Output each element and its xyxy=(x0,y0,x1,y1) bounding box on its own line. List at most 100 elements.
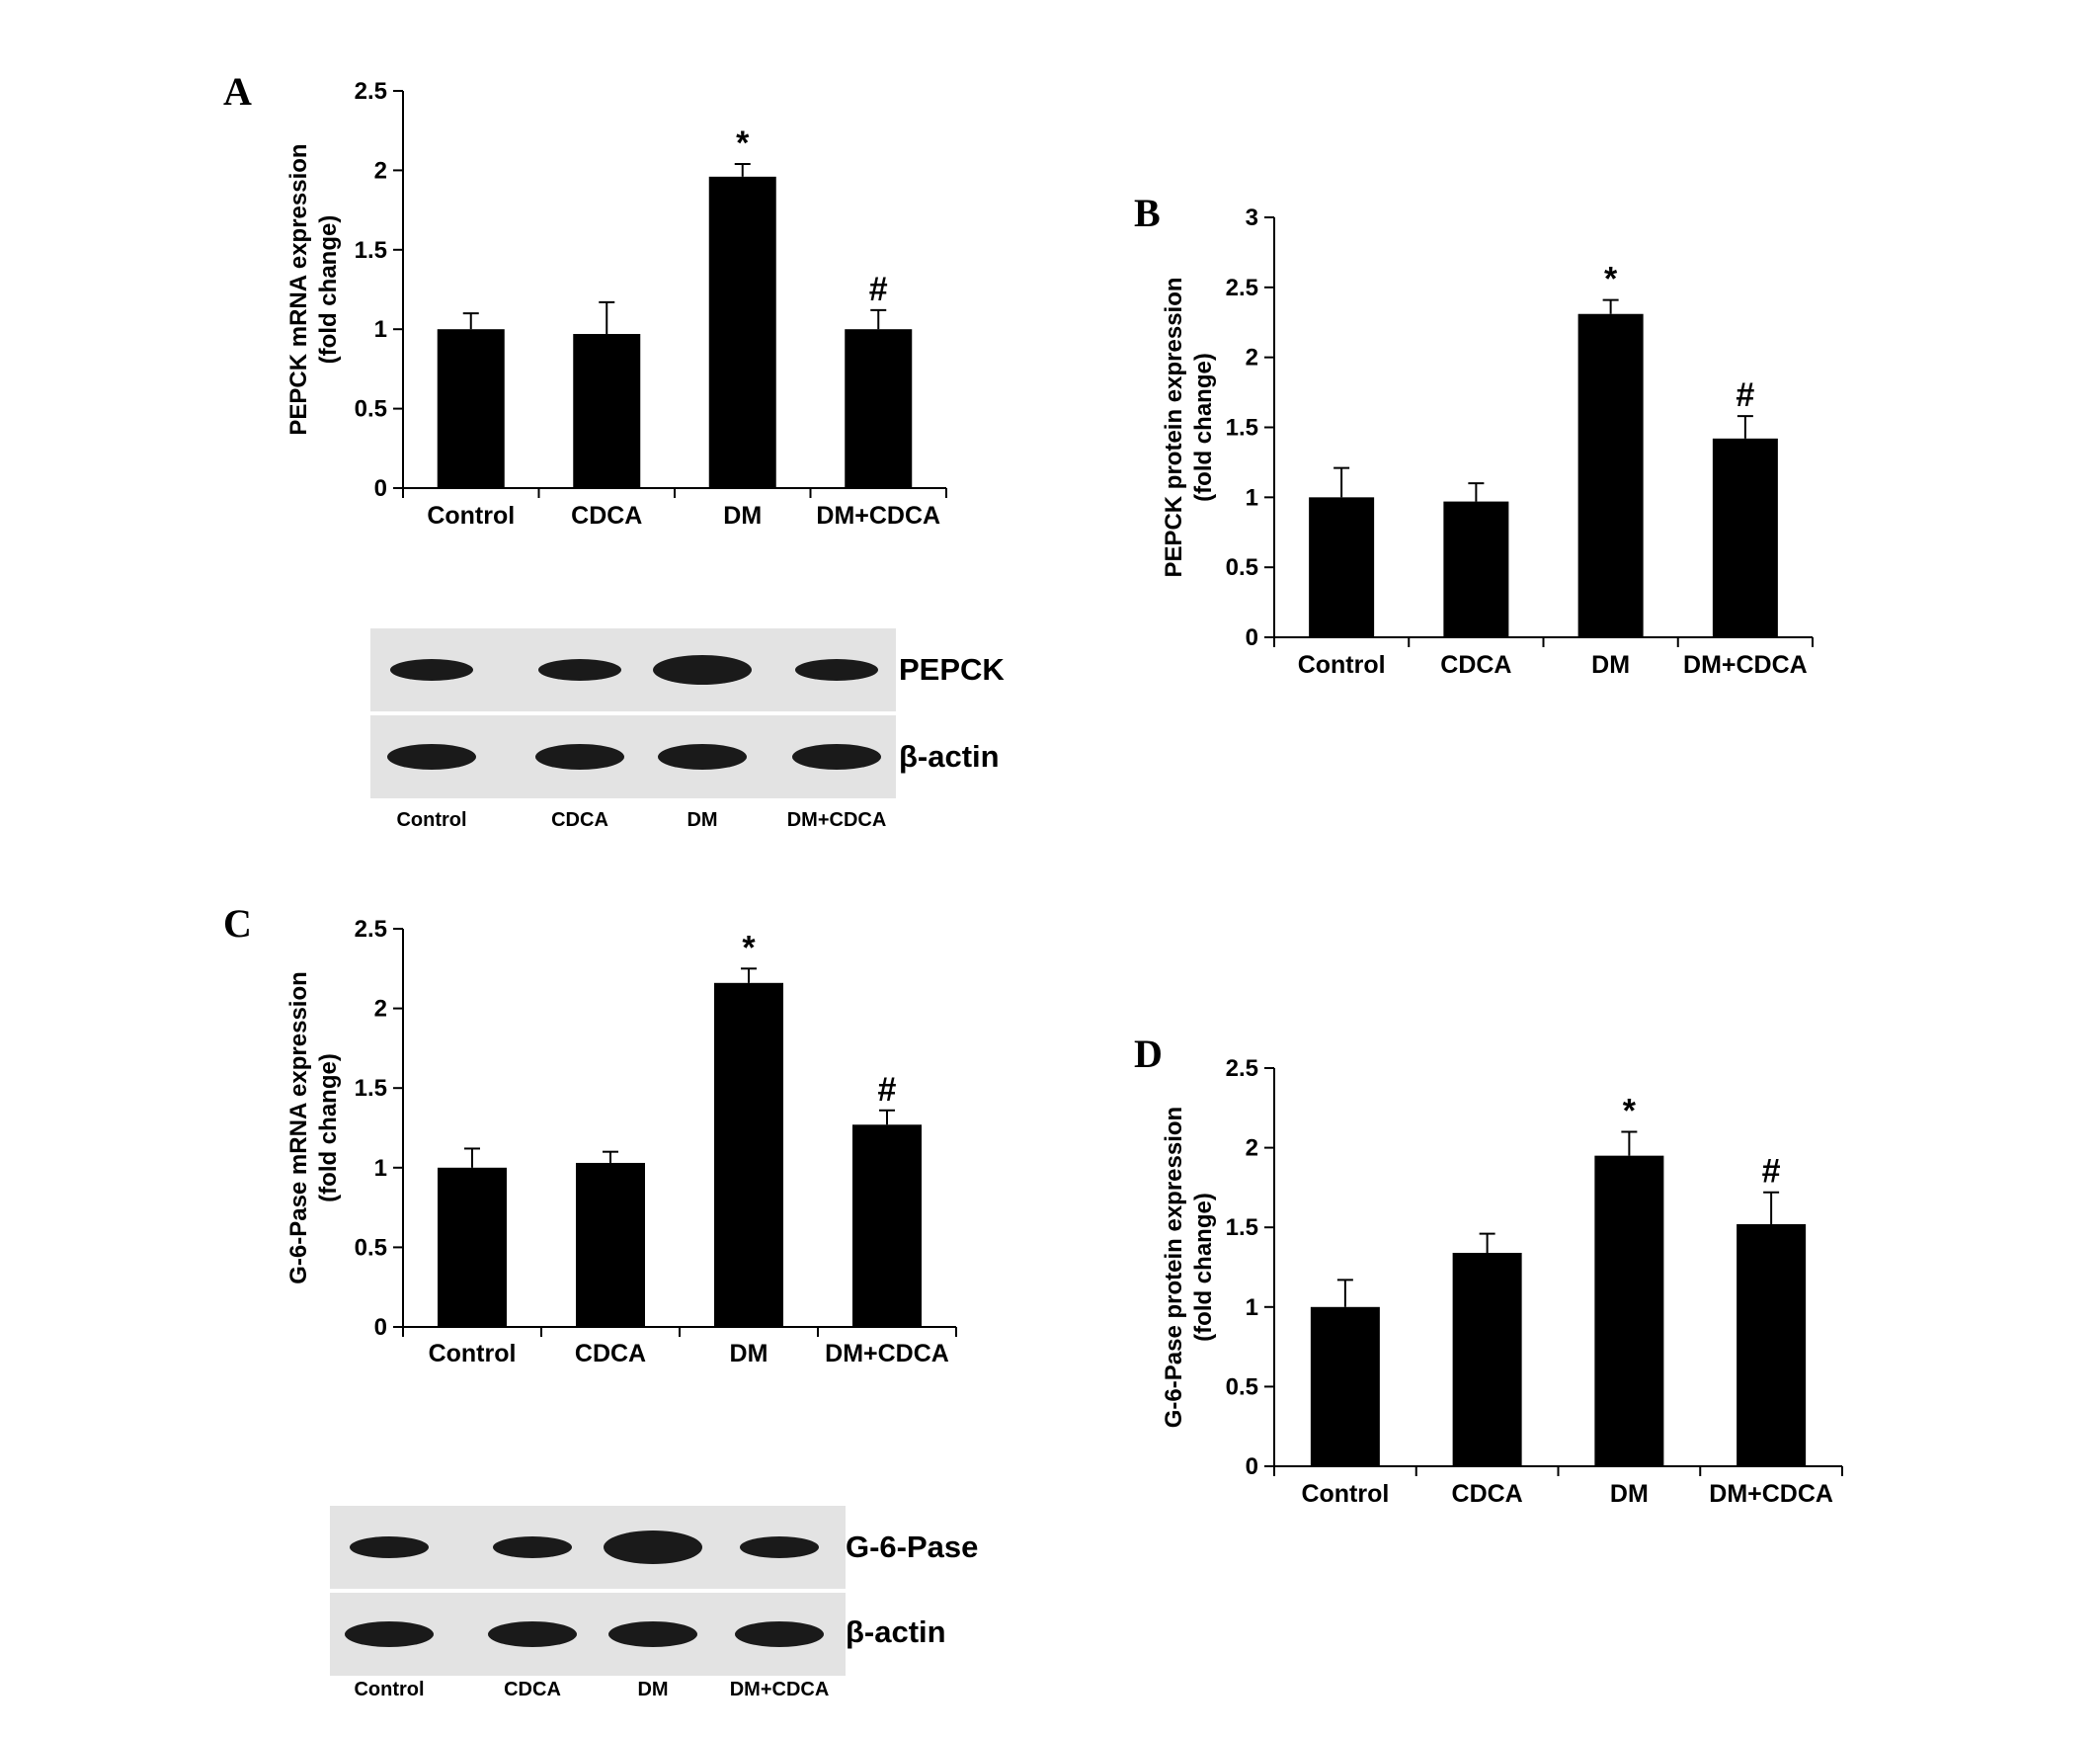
y-tick-label: 2.5 xyxy=(355,916,387,943)
y-tick-label: 1.5 xyxy=(355,1075,387,1102)
bar-dm-cdca xyxy=(852,1124,922,1327)
bar-dm-cdca xyxy=(1737,1223,1807,1466)
blot-band xyxy=(535,744,624,770)
x-tick-label: Control xyxy=(1298,651,1386,679)
x-tick-label: CDCA xyxy=(571,502,642,530)
x-tick-label: Control xyxy=(429,1340,517,1367)
panel-letter: C xyxy=(223,901,252,946)
western-blot: G-6-Pase β-actin Control CDCA DM DM+CDCA xyxy=(330,1506,978,1700)
blot-band xyxy=(604,1530,702,1564)
panel-letter: D xyxy=(1134,1032,1163,1076)
y-tick-label: 1 xyxy=(374,1155,387,1182)
bar-control xyxy=(438,1167,507,1327)
blot-lane-label: CDCA xyxy=(551,809,608,831)
blot-band xyxy=(608,1621,697,1647)
bar-control xyxy=(437,329,505,488)
blot-band xyxy=(658,744,747,770)
y-axis-label: PEPCK mRNA expression xyxy=(285,143,312,435)
y-axis-label: PEPCK protein expression xyxy=(1161,277,1187,577)
blot-band xyxy=(735,1621,824,1647)
blot-lane-label: CDCA xyxy=(504,1679,561,1700)
y-tick-label: 2.5 xyxy=(1226,275,1258,301)
panel-d: D 0 0.5 1 1.5 2 2.5 Control CDCA * DM # DM+CDCA G-6-P… xyxy=(1134,1032,1843,1508)
blot-band xyxy=(740,1536,819,1558)
x-tick-label: DM xyxy=(730,1340,768,1367)
bar-dm-cdca xyxy=(1712,438,1778,637)
blot-band-label: β-actin xyxy=(899,739,1000,774)
y-axis-label: G-6-Pase protein expression xyxy=(1161,1107,1187,1428)
y-tick-label: 1 xyxy=(1246,484,1258,511)
blot-lane-label: Control xyxy=(354,1679,424,1700)
x-tick-label: CDCA xyxy=(1452,1480,1523,1508)
panel-b: B 0 0.5 1 1.5 2 2.5 3 Control CDCA * DM # DM+CDCA PEPC… xyxy=(1134,191,1814,679)
blot-lane-label: DM xyxy=(637,1679,668,1700)
y-axis-label: (fold change) xyxy=(1190,1193,1217,1342)
y-axis-label: (fold change) xyxy=(315,1053,342,1202)
x-tick-label: Control xyxy=(1301,1480,1389,1508)
significance-mark: * xyxy=(1623,1092,1637,1129)
x-tick-label: DM+CDCA xyxy=(1709,1480,1833,1508)
y-tick-label: 0 xyxy=(374,1314,387,1341)
blot-band xyxy=(795,659,878,681)
blot-band-label: PEPCK xyxy=(899,652,1005,687)
bar-control xyxy=(1310,1306,1380,1466)
blot-band-label: β-actin xyxy=(846,1614,946,1649)
y-tick-label: 2 xyxy=(1246,345,1258,372)
blot-band xyxy=(493,1536,572,1558)
y-tick-label: 0.5 xyxy=(1226,1373,1258,1400)
bar-dm xyxy=(1577,313,1644,637)
y-tick-label: 3 xyxy=(1246,205,1258,231)
bar-dm xyxy=(708,176,776,488)
significance-mark: * xyxy=(736,124,750,162)
blot-band xyxy=(390,659,473,681)
x-tick-label: DM+CDCA xyxy=(1683,651,1808,679)
significance-mark: # xyxy=(869,271,888,308)
y-tick-label: 1.5 xyxy=(355,237,387,264)
blot-band xyxy=(792,744,881,770)
blot-band xyxy=(387,744,476,770)
panel-letter: B xyxy=(1134,191,1161,235)
x-tick-label: DM+CDCA xyxy=(825,1340,949,1367)
y-tick-label: 0.5 xyxy=(1226,554,1258,581)
significance-mark: # xyxy=(1762,1153,1781,1191)
blot-band xyxy=(350,1536,429,1558)
x-tick-label: DM xyxy=(1610,1480,1649,1508)
significance-mark: # xyxy=(878,1071,897,1109)
y-axis-label: G-6-Pase mRNA expression xyxy=(285,971,312,1284)
y-tick-label: 0.5 xyxy=(355,396,387,423)
bar-control xyxy=(1309,497,1375,637)
bar-cdca xyxy=(573,334,641,488)
blot-lane-label: DM+CDCA xyxy=(787,809,887,831)
bar-dm xyxy=(714,982,783,1327)
significance-mark: # xyxy=(1736,376,1754,414)
x-tick-label: Control xyxy=(427,502,515,530)
bar-dm xyxy=(1594,1155,1664,1466)
x-tick-label: CDCA xyxy=(1440,651,1511,679)
y-axis-label: (fold change) xyxy=(315,215,342,365)
blot-band-label: G-6-Pase xyxy=(846,1530,978,1564)
blot-band xyxy=(653,655,752,685)
y-tick-label: 2.5 xyxy=(1226,1055,1258,1082)
y-axis-label: (fold change) xyxy=(1190,353,1217,502)
bar-cdca xyxy=(1443,501,1509,637)
blot-band xyxy=(345,1621,434,1647)
y-tick-label: 0 xyxy=(1246,624,1258,651)
y-tick-label: 2.5 xyxy=(355,78,387,105)
bar-cdca xyxy=(1452,1252,1522,1466)
blot-band xyxy=(538,659,621,681)
y-tick-label: 2 xyxy=(374,157,387,184)
blot-lane-label: DM xyxy=(687,809,717,831)
significance-mark: * xyxy=(1604,261,1618,298)
blot-lane-label: DM+CDCA xyxy=(730,1679,830,1700)
bar-dm-cdca xyxy=(845,329,913,488)
significance-mark: * xyxy=(742,929,756,966)
y-tick-label: 2 xyxy=(1246,1135,1258,1162)
blot-lane-label: Control xyxy=(396,809,466,831)
y-tick-label: 0 xyxy=(374,475,387,502)
y-tick-label: 2 xyxy=(374,996,387,1023)
y-tick-label: 1 xyxy=(1246,1294,1258,1321)
panel-letter: A xyxy=(223,69,252,114)
y-tick-label: 0 xyxy=(1246,1453,1258,1480)
